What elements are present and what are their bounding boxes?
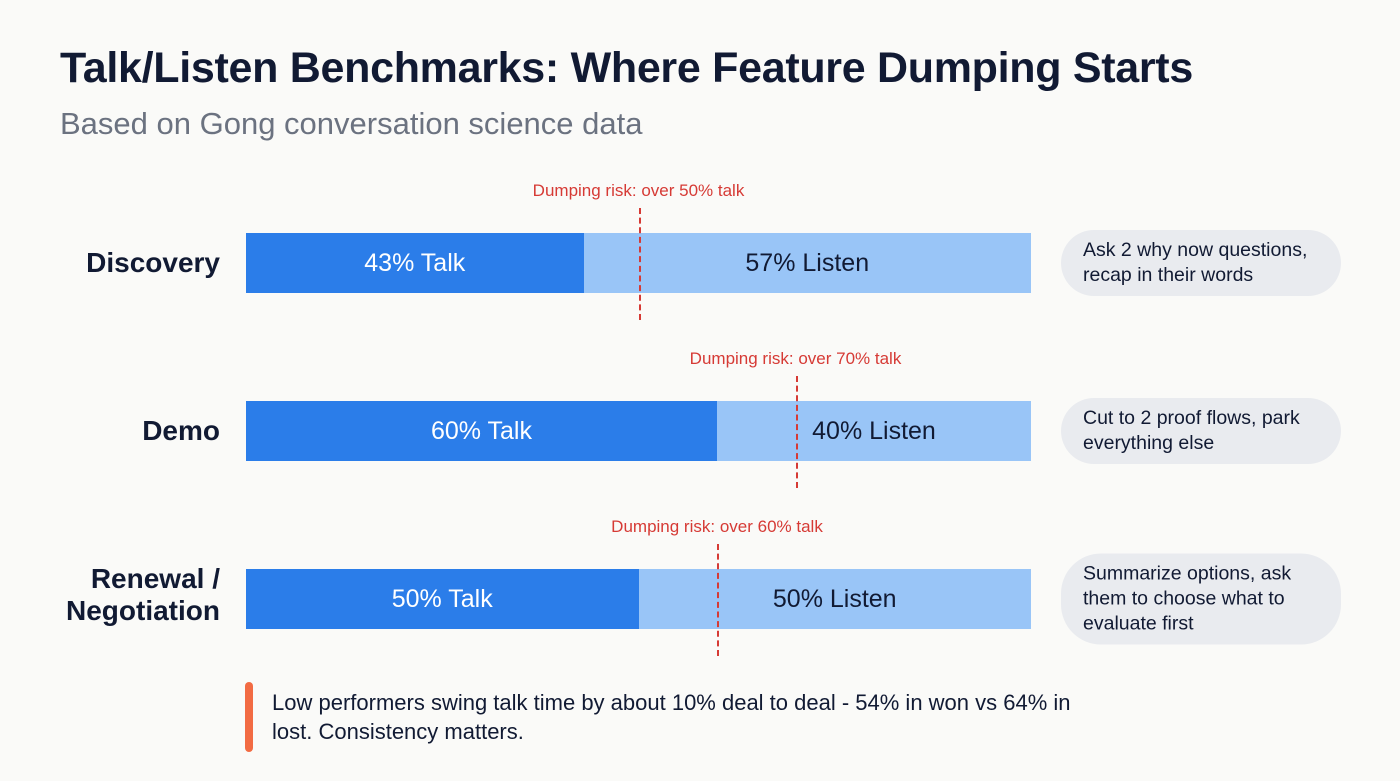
chart-title: Talk/Listen Benchmarks: Where Feature Du…: [60, 44, 1193, 92]
chart-subtitle: Based on Gong conversation science data: [60, 106, 643, 141]
threshold-label: Dumping risk: over 60% talk: [611, 517, 823, 536]
bar-segment-listen: 50% Listen: [638, 569, 1031, 629]
category-label: Renewal / Negotiation: [66, 563, 220, 626]
stacked-bar: 43% Talk 57% Listen Dumping risk: over 50%…: [246, 181, 1031, 320]
coaching-note: Cut to 2 proof flows, park everything el…: [1061, 398, 1341, 464]
callout-text: Low performers swing talk time by about …: [272, 690, 1071, 744]
bar-segment-talk: 43% Talk: [246, 233, 584, 293]
chart-row: Renewal / Negotiation 50% Talk 50% Listen Du…: [0, 517, 1400, 656]
callout-accent-bar: [245, 682, 253, 752]
bar-segment-listen: 57% Listen: [583, 233, 1031, 293]
stacked-bar: 50% Talk 50% Listen Dumping risk: over 60%…: [246, 517, 1031, 656]
threshold-line: [795, 376, 798, 488]
bar-segment-talk: 50% Talk: [246, 569, 639, 629]
threshold-line: [638, 208, 641, 320]
coaching-note: Summarize options, ask them to choose wh…: [1061, 553, 1341, 645]
chart-row: Discovery 43% Talk 57% Listen Dumping risk:…: [0, 181, 1400, 320]
threshold-label: Dumping risk: over 70% talk: [689, 349, 902, 368]
coaching-note: Ask 2 why now questions, recap in their …: [1061, 230, 1341, 296]
stacked-bar: 60% Talk 40% Listen Dumping risk: over 70%…: [246, 349, 1031, 488]
bar-segment-talk: 60% Talk: [246, 401, 717, 461]
threshold-label: Dumping risk: over 50% talk: [532, 181, 745, 200]
threshold-line: [717, 544, 719, 656]
category-label: Discovery: [86, 247, 220, 278]
bar-segment-listen: 40% Listen: [717, 401, 1031, 461]
chart-row: Demo 60% Talk 40% Listen Dumping risk: over…: [0, 349, 1400, 488]
category-label: Demo: [142, 415, 220, 446]
